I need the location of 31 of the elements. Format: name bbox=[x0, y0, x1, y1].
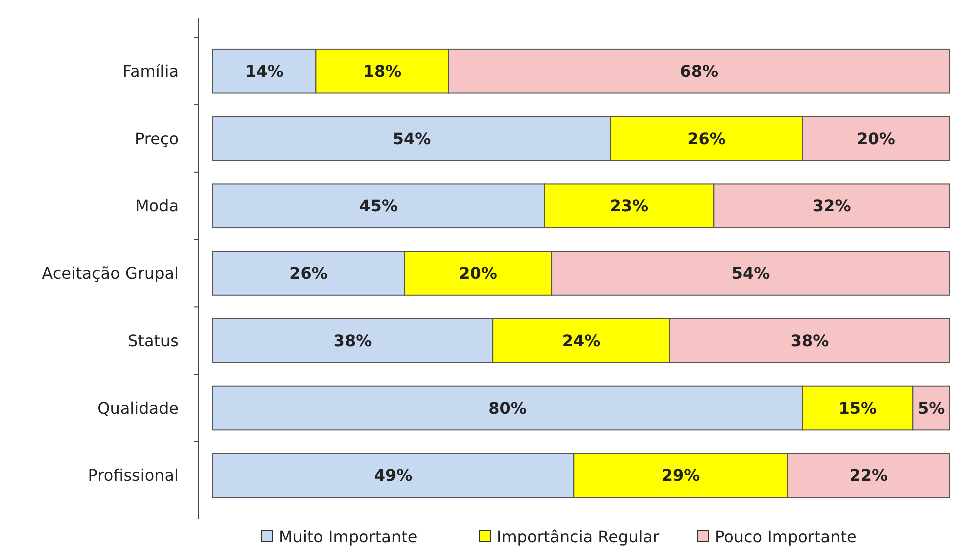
data-label: 18% bbox=[363, 62, 402, 81]
y-tick-label: Preço bbox=[134, 129, 179, 148]
y-tick-label: Profissional bbox=[88, 466, 179, 486]
data-label: 5% bbox=[918, 398, 946, 418]
data-label: 49% bbox=[374, 466, 413, 486]
data-label: 38% bbox=[790, 331, 830, 350]
data-label: 20% bbox=[857, 129, 896, 148]
data-label: 80% bbox=[488, 398, 527, 418]
data-label: 54% bbox=[392, 129, 432, 148]
legend-label: Pouco Importante bbox=[715, 528, 857, 547]
y-tick-label: Aceitação Grupal bbox=[42, 264, 179, 284]
data-label: 26% bbox=[290, 264, 328, 284]
y-tick-label: Status bbox=[128, 331, 179, 350]
data-label: 29% bbox=[662, 466, 700, 486]
data-label: 68% bbox=[680, 62, 719, 81]
data-label: 26% bbox=[688, 129, 726, 148]
data-label: 54% bbox=[732, 264, 770, 284]
data-label: 32% bbox=[812, 196, 852, 216]
data-label: 22% bbox=[850, 466, 888, 486]
y-tick-label: Moda bbox=[135, 196, 179, 216]
y-tick-label: Família bbox=[122, 62, 179, 81]
data-label: 23% bbox=[610, 196, 649, 216]
data-label: 20% bbox=[459, 264, 498, 284]
y-tick-label: Qualidade bbox=[98, 398, 179, 418]
data-label: 15% bbox=[838, 398, 878, 418]
data-label: 45% bbox=[360, 196, 398, 216]
legend-label: Importância Regular bbox=[497, 528, 660, 547]
legend-label: Muito Importante bbox=[279, 528, 418, 547]
data-label: 38% bbox=[334, 331, 372, 350]
data-label: 24% bbox=[562, 331, 601, 350]
data-label: 14% bbox=[245, 62, 284, 81]
